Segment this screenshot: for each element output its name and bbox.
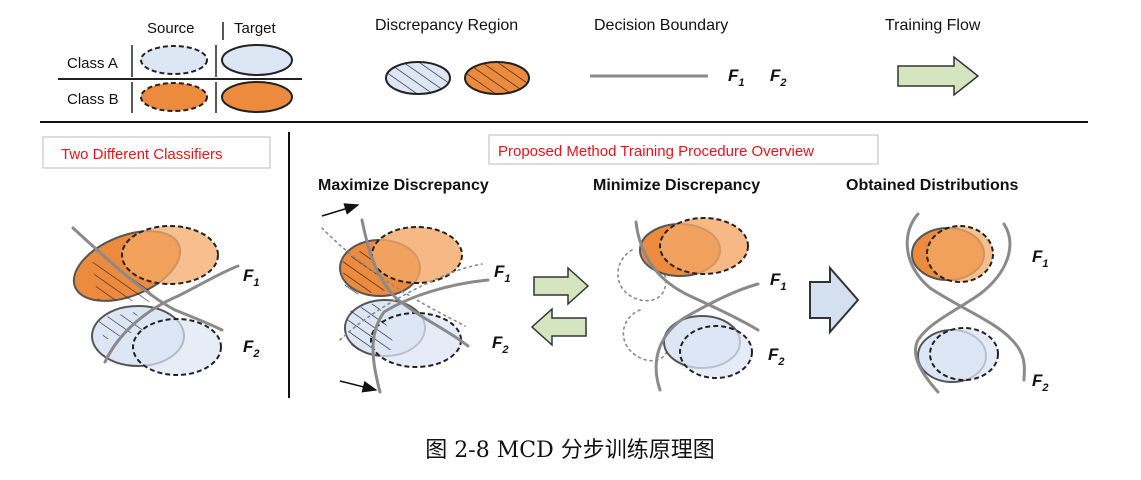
- left-f1-label: F1: [243, 266, 260, 289]
- max-f1-label: F1: [494, 262, 511, 285]
- legend-discrepancy-label: Discrepancy Region: [375, 17, 518, 34]
- obt-source-blue: [929, 327, 999, 381]
- figure-caption: 图 2-8 MCD 分步训练原理图: [425, 438, 714, 463]
- min-boundary-f2: [654, 282, 760, 392]
- max-arrow-top: [321, 203, 360, 217]
- min-old-blue-outline: [622, 309, 670, 362]
- legend-flow-label: Training Flow: [885, 17, 981, 34]
- legend-boundary-label: Decision Boundary: [594, 17, 728, 34]
- step-obtained-label: Obtained Distributions: [846, 177, 1019, 194]
- step-maximize: F1 F2: [321, 203, 511, 394]
- left-panel-title: Two Different Classifiers: [61, 146, 222, 163]
- max-boundary-f2: [371, 278, 490, 394]
- legend-f1-label: F1: [728, 66, 745, 89]
- left-f2-label: F2: [243, 337, 260, 360]
- max-arrow-bottom: [339, 380, 378, 393]
- legend-source-label: Source: [147, 20, 195, 37]
- max-f2-label: F2: [492, 333, 509, 356]
- min-f2-label: F2: [768, 345, 785, 368]
- legend-class-a-label: Class A: [67, 55, 118, 72]
- left-source-orange: [121, 225, 219, 285]
- left-discrepancy-region-blue: [98, 312, 143, 340]
- min-source-orange: [659, 217, 749, 275]
- obt-source-orange: [926, 225, 994, 283]
- left-panel-title-box: [42, 136, 271, 169]
- procedure-title-box: [488, 134, 879, 165]
- flow-arrow-right: [533, 266, 590, 306]
- step-minimize-label: Minimize Discrepancy: [593, 177, 760, 194]
- legend-class-b-source: [140, 82, 208, 112]
- procedure-title: Proposed Method Training Procedure Overv…: [498, 143, 814, 160]
- step-maximize-label: Maximize Discrepancy: [318, 177, 489, 194]
- max-boundary-f1: [360, 218, 470, 348]
- max-discrepancy-region-blue: [346, 302, 396, 350]
- legend-class-b-target: [221, 81, 293, 113]
- min-boundary-f1: [634, 220, 760, 332]
- min-f1-label: F1: [770, 270, 787, 293]
- max-old-boundary-2: [339, 263, 483, 341]
- legend-flow-arrow: [897, 55, 980, 97]
- legend-class-b-label: Class B: [67, 91, 119, 108]
- min-old-orange-outline: [617, 249, 667, 302]
- legend-target-label: Target: [234, 20, 277, 37]
- step-obtained: F1 F2: [905, 212, 1049, 394]
- flow-arrow-left: [530, 307, 587, 347]
- left-source-blue: [132, 318, 222, 376]
- flow-arrow-obtained: [809, 265, 860, 335]
- obt-f2-label: F2: [1032, 371, 1049, 394]
- step-minimize: F1 F2: [617, 217, 787, 392]
- min-source-blue: [679, 325, 753, 379]
- procedure-panel: Proposed Method Training Procedure Overv…: [318, 134, 1049, 394]
- max-discrepancy-region-orange: [342, 246, 388, 296]
- legend-discrepancy-orange: [464, 61, 530, 95]
- legend-class-a-target: [221, 44, 293, 76]
- left-boundary-f1: [71, 226, 224, 332]
- obt-boundary-f2: [914, 222, 1012, 394]
- left-panel: Two Different Classifiers F1 F2: [42, 136, 271, 376]
- legend-discrepancy-blue: [385, 61, 451, 95]
- left-boundary-f2: [103, 264, 240, 364]
- obt-f1-label: F1: [1032, 247, 1049, 270]
- legend: Source Target Class A Class B Discrepanc…: [58, 17, 981, 113]
- legend-f2-label: F2: [770, 66, 787, 89]
- left-discrepancy-region-orange: [92, 262, 160, 302]
- legend-class-a-source: [140, 45, 208, 75]
- obt-boundary-f1: [905, 212, 1026, 382]
